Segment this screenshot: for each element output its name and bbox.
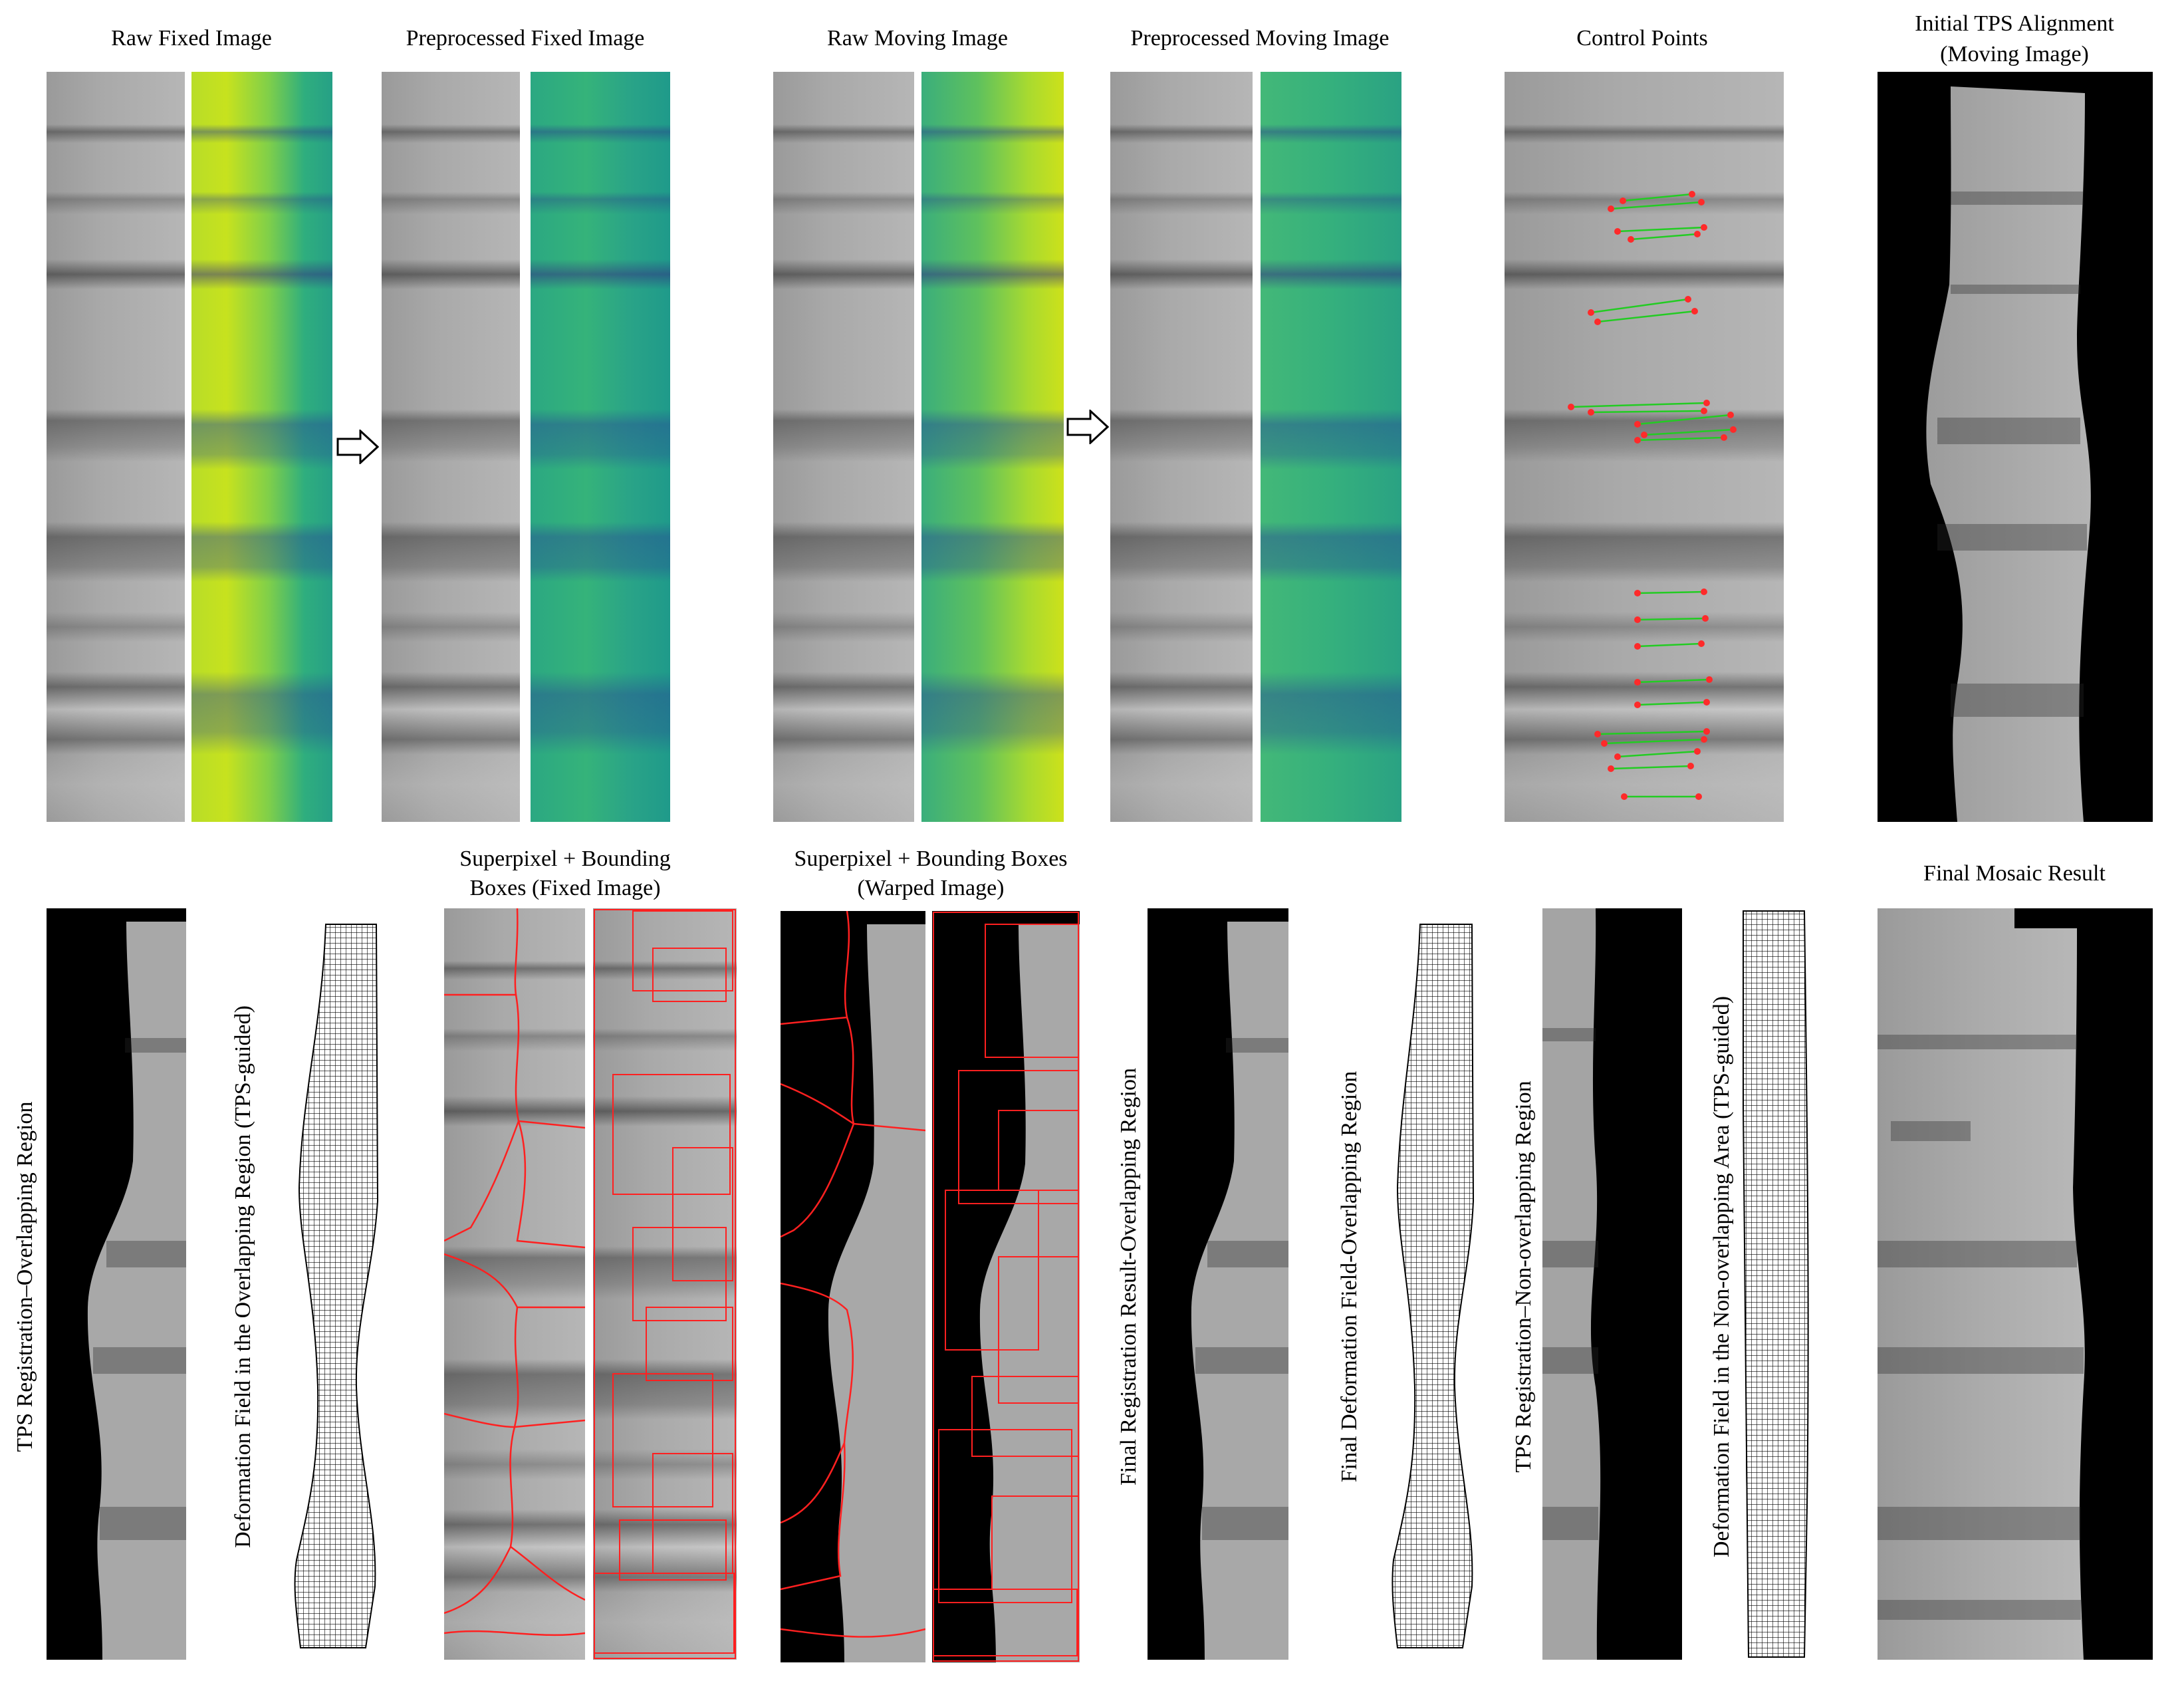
initial-tps-panel [1878,72,2153,822]
sp-fixed-title-line2: Boxes (Fixed Image) [469,876,661,900]
sp-warped-superpixels [781,911,925,1662]
preprocessed-moving-heatmap [1261,72,1401,822]
raw-moving-heatmap [921,72,1064,822]
tps-overlap-vlabel: TPS Registration–Overlapping Region [13,1101,37,1452]
preprocessed-fixed-heatmap [531,72,670,822]
arrow-right-icon [336,430,379,464]
tps-nonoverlap-strip [1542,908,1601,1660]
sp-fixed-title-line1: Superpixel + Bounding [459,846,671,871]
sp-warped-left [781,911,925,1662]
raw-fixed-title: Raw Fixed Image [111,26,272,51]
sp-warped-title-line1: Superpixel + Bounding Boxes [794,846,1068,871]
tps-overlap-panel [47,908,186,1660]
deform-overlap-grid [293,922,379,1650]
control-points-matches [1568,191,1737,800]
initial-tps-title-line1: Initial TPS Alignment [1915,11,2114,36]
sp-fixed-boxes [594,909,736,1659]
preprocessed-moving-title: Preprocessed Moving Image [1130,26,1390,51]
tps-overlap-strip [87,922,186,1660]
control-points-image [1505,72,1784,822]
raw-fixed-gray [47,72,185,822]
preprocessed-fixed-title: Preprocessed Fixed Image [406,26,645,51]
final-mosaic-image [1878,908,2085,1660]
final-deform-overlap-vlabel: Final Deformation Field-Overlapping Regi… [1337,1071,1362,1483]
control-points-title: Control Points [1576,26,1708,51]
preprocessed-moving-gray [1110,72,1253,822]
raw-moving-gray [773,72,914,822]
initial-tps-warped-strip [1926,86,2091,822]
sp-fixed-left [444,908,585,1660]
final-deform-overlap-grid [1390,922,1476,1650]
sp-fixed-superpixels [444,908,585,1636]
arrow-right-icon-2 [1066,410,1109,444]
sp-fixed-right [593,908,737,1660]
sp-warped-right [932,911,1080,1662]
raw-moving-title: Raw Moving Image [827,26,1008,51]
raw-fixed-heatmap [191,72,332,822]
deform-nonoverlap-vlabel: Deformation Field in the Non-overlapping… [1709,995,1734,1558]
tps-nonoverlap-panel [1542,908,1682,1660]
final-mosaic-title: Final Mosaic Result [1923,861,2106,886]
final-reg-overlap-panel [1148,908,1288,1660]
final-reg-overlap-strip [1191,922,1288,1660]
tps-nonoverlap-vlabel: TPS Registration–Non-overlapping Region [1511,1081,1536,1473]
deform-nonoverlap-grid [1741,908,1814,1660]
final-mosaic-panel [1878,908,2153,1660]
sp-warped-boxes [933,912,1080,1662]
deform-overlap-vlabel: Deformation Field in the Overlapping Reg… [231,1005,255,1548]
initial-tps-title-line2: (Moving Image) [1940,42,2089,66]
preprocessed-fixed-gray [382,72,520,822]
sp-warped-title-line2: (Warped Image) [857,876,1005,900]
final-reg-overlap-vlabel: Final Registration Result-Overlapping Re… [1116,1068,1141,1486]
